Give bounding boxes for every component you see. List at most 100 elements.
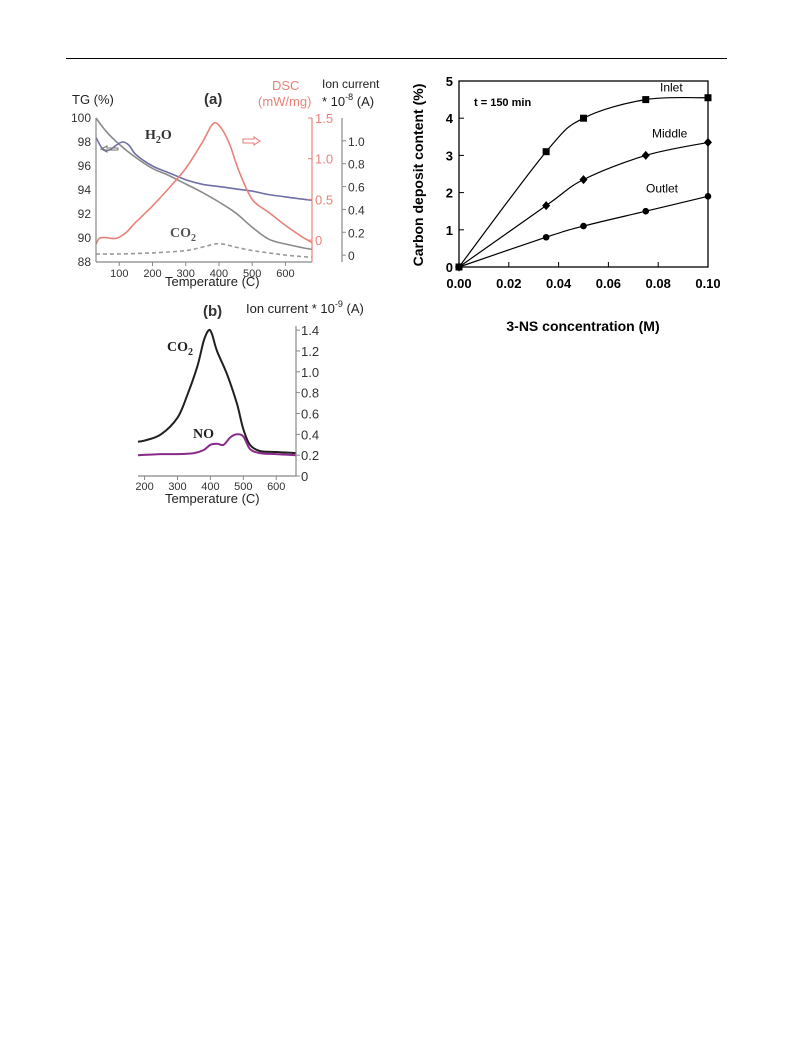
tg-axis-arrow-icon	[99, 145, 119, 153]
chart-a-tg-tick-label: 98	[78, 135, 92, 149]
chart-c-x-tick-label: 0.06	[596, 276, 621, 291]
chart-c-y-tick-label: 4	[446, 111, 454, 126]
chart-b-x-tick-label: 200	[135, 481, 153, 493]
chart-c-point-outlet	[542, 233, 550, 241]
chart-b-ion-tick-label: 0.2	[301, 448, 319, 463]
chart-a-dsc-tick-label: 1.0	[315, 152, 333, 167]
chart-b-plot-area	[137, 328, 297, 457]
chart-c-y-tick-label: 5	[446, 74, 453, 89]
chart-a-series-tg	[95, 117, 313, 251]
chart-b-x-axis-label: Temperature (C)	[165, 491, 260, 506]
chart-b-series-no	[137, 433, 297, 457]
chart-a-plot-area	[95, 117, 313, 259]
chart-c-point-inlet	[642, 96, 650, 104]
chart-c-plot-area: Inlet Middle Outlet	[455, 81, 712, 272]
chart-c-point-inlet	[580, 114, 587, 122]
chart-a-x-tick-label: 600	[276, 268, 294, 280]
chart-c-x-tick-label: 0.04	[546, 276, 572, 291]
chart-c-y-tick-label: 1	[446, 223, 453, 238]
chart-b-x-tick-label: 500	[234, 481, 252, 493]
chart-a-dsc-axis-label-2: (mW/mg)	[258, 94, 311, 109]
chart-a-x-tick-label: 200	[143, 268, 161, 280]
chart-a-ion-tick-label: 0.4	[348, 203, 365, 217]
chart-b-x-tick-label: 600	[267, 481, 285, 493]
chart-b-x-tick-label: 400	[201, 481, 219, 493]
chart-c-y-axis-label: Carbon deposit content (%)	[410, 84, 426, 267]
chart-a-ion-tick-label: 1.0	[348, 135, 365, 149]
chart-b-no-label: NO	[193, 427, 214, 442]
chart-c-x-axis-label: 3-NS concentration (M)	[506, 318, 659, 334]
chart-a-ion-tick-label: 0	[348, 249, 355, 263]
chart-c-series-inlet	[458, 96, 709, 268]
chart-a-dsc-tick-label: 1.5	[315, 111, 333, 126]
chart-a-tg-tick-label: 90	[78, 231, 92, 245]
chart-a-tg-tick-label: 96	[78, 159, 92, 173]
chart-a-x-tick-label: 500	[243, 268, 261, 280]
chart-c-y-tick-label: 2	[446, 186, 453, 201]
chart-c-x-tick-label: 0.02	[496, 276, 521, 291]
chart-c-point-middle	[579, 175, 588, 185]
chart-b-ion-tick-label: 0.8	[301, 386, 319, 401]
chart-a-series-dsc	[95, 121, 313, 245]
chart-b-ticks: 200 300 400 500 600 1.4 1.2 1.0 0.8 0.6 0.4 0.2 0	[135, 323, 319, 493]
chart-c-series-outlet	[458, 195, 709, 268]
dsc-axis-arrow-icon	[242, 135, 261, 147]
chart-a-x-tick-label: 300	[177, 268, 195, 280]
chart-c-annotation: t = 150 min	[474, 97, 531, 109]
chart-c-point-outlet	[455, 263, 463, 271]
chart-a-tg-axis-label: TG (%)	[72, 92, 114, 107]
chart-c-point-outlet	[704, 193, 712, 200]
chart-c-point-middle	[641, 150, 650, 160]
chart-a-tg-tick-label: 100	[71, 111, 91, 125]
chart-a-ticks: 100 200 300 400 500 600 100 98 96 94 92 90 88 1.5 1.0 0…	[71, 111, 365, 280]
chart-a-dsc-tick-label: 0.5	[315, 192, 333, 207]
chart-a-x-tick-label: 100	[110, 268, 128, 280]
chart-a-ion-tick-label: 0.2	[348, 226, 365, 240]
chart-a-ion-axis-label-1: Ion current	[322, 77, 380, 91]
chart-b-x-tick-label: 300	[168, 481, 186, 493]
chart-c-point-inlet	[542, 148, 550, 156]
chart-a-ion-tick-label: 0.8	[348, 158, 365, 172]
chart-c-series-label-middle: Middle	[652, 126, 688, 140]
chart-a-tg-tick-label: 88	[78, 255, 92, 269]
chart-c-x-tick-label: 0.08	[646, 276, 671, 291]
chart-b-ion-tick-label: 1.0	[301, 365, 319, 380]
chart-b-panel-label: (b)	[203, 303, 222, 320]
chart-c-series-label-inlet: Inlet	[660, 81, 683, 95]
chart-b-ion-tick-label: 1.4	[301, 323, 319, 338]
chart-c-y-tick-label: 3	[446, 148, 453, 163]
chart-b-ion-tick-label: 0.4	[301, 427, 319, 442]
chart-c-x-tick-label: 0.10	[695, 276, 720, 291]
chart-a-series-h2o	[95, 136, 313, 202]
chart-c-point-inlet	[704, 94, 712, 102]
chart-b-co2-label: CO2	[167, 340, 193, 358]
chart-a-h2o-label: H2O	[145, 128, 172, 146]
chart-c-point-middle	[542, 201, 551, 211]
chart-a-x-tick-label: 400	[210, 268, 228, 280]
chart-c-x-tick-label: 0.00	[446, 276, 471, 291]
chart-b-ion-axis-label: Ion current * 10-9 (A)	[246, 299, 364, 316]
chart-a-ion-tick-label: 0.6	[348, 181, 365, 195]
chart-a-tg-tick-label: 92	[78, 207, 92, 221]
chart-a-x-axis-label: Temperature (C)	[165, 274, 260, 289]
chart-c-point-outlet	[642, 207, 650, 215]
chart-a-tg-tick-label: 94	[78, 183, 92, 197]
chart-b-ion-tick-label: 0.6	[301, 407, 319, 422]
chart-c-ticks: 0.00 0.02 0.04 0.06 0.08 0.10 0 1 2 3 4 5	[446, 74, 721, 291]
chart-a-dsc-tick-label: 0	[315, 233, 322, 248]
chart-a-panel-label: (a)	[204, 91, 222, 108]
chart-c-series-label-outlet: Outlet	[646, 181, 679, 195]
chart-a-ion-axis-label-2: * 10-8 (A)	[322, 92, 374, 109]
chart-c-point-outlet	[580, 222, 587, 230]
chart-a-co2-label: CO2	[170, 226, 196, 244]
chart-b-ion-tick-label: 0	[301, 469, 308, 484]
chart-a-dsc-axis-label-1: DSC	[272, 78, 299, 93]
header-rule	[66, 58, 727, 59]
chart-c-y-tick-label: 0	[446, 260, 453, 275]
chart-b-ion-tick-label: 1.2	[301, 344, 319, 359]
chart-b-series-co2	[137, 328, 297, 455]
chart-c-frame	[458, 80, 709, 268]
